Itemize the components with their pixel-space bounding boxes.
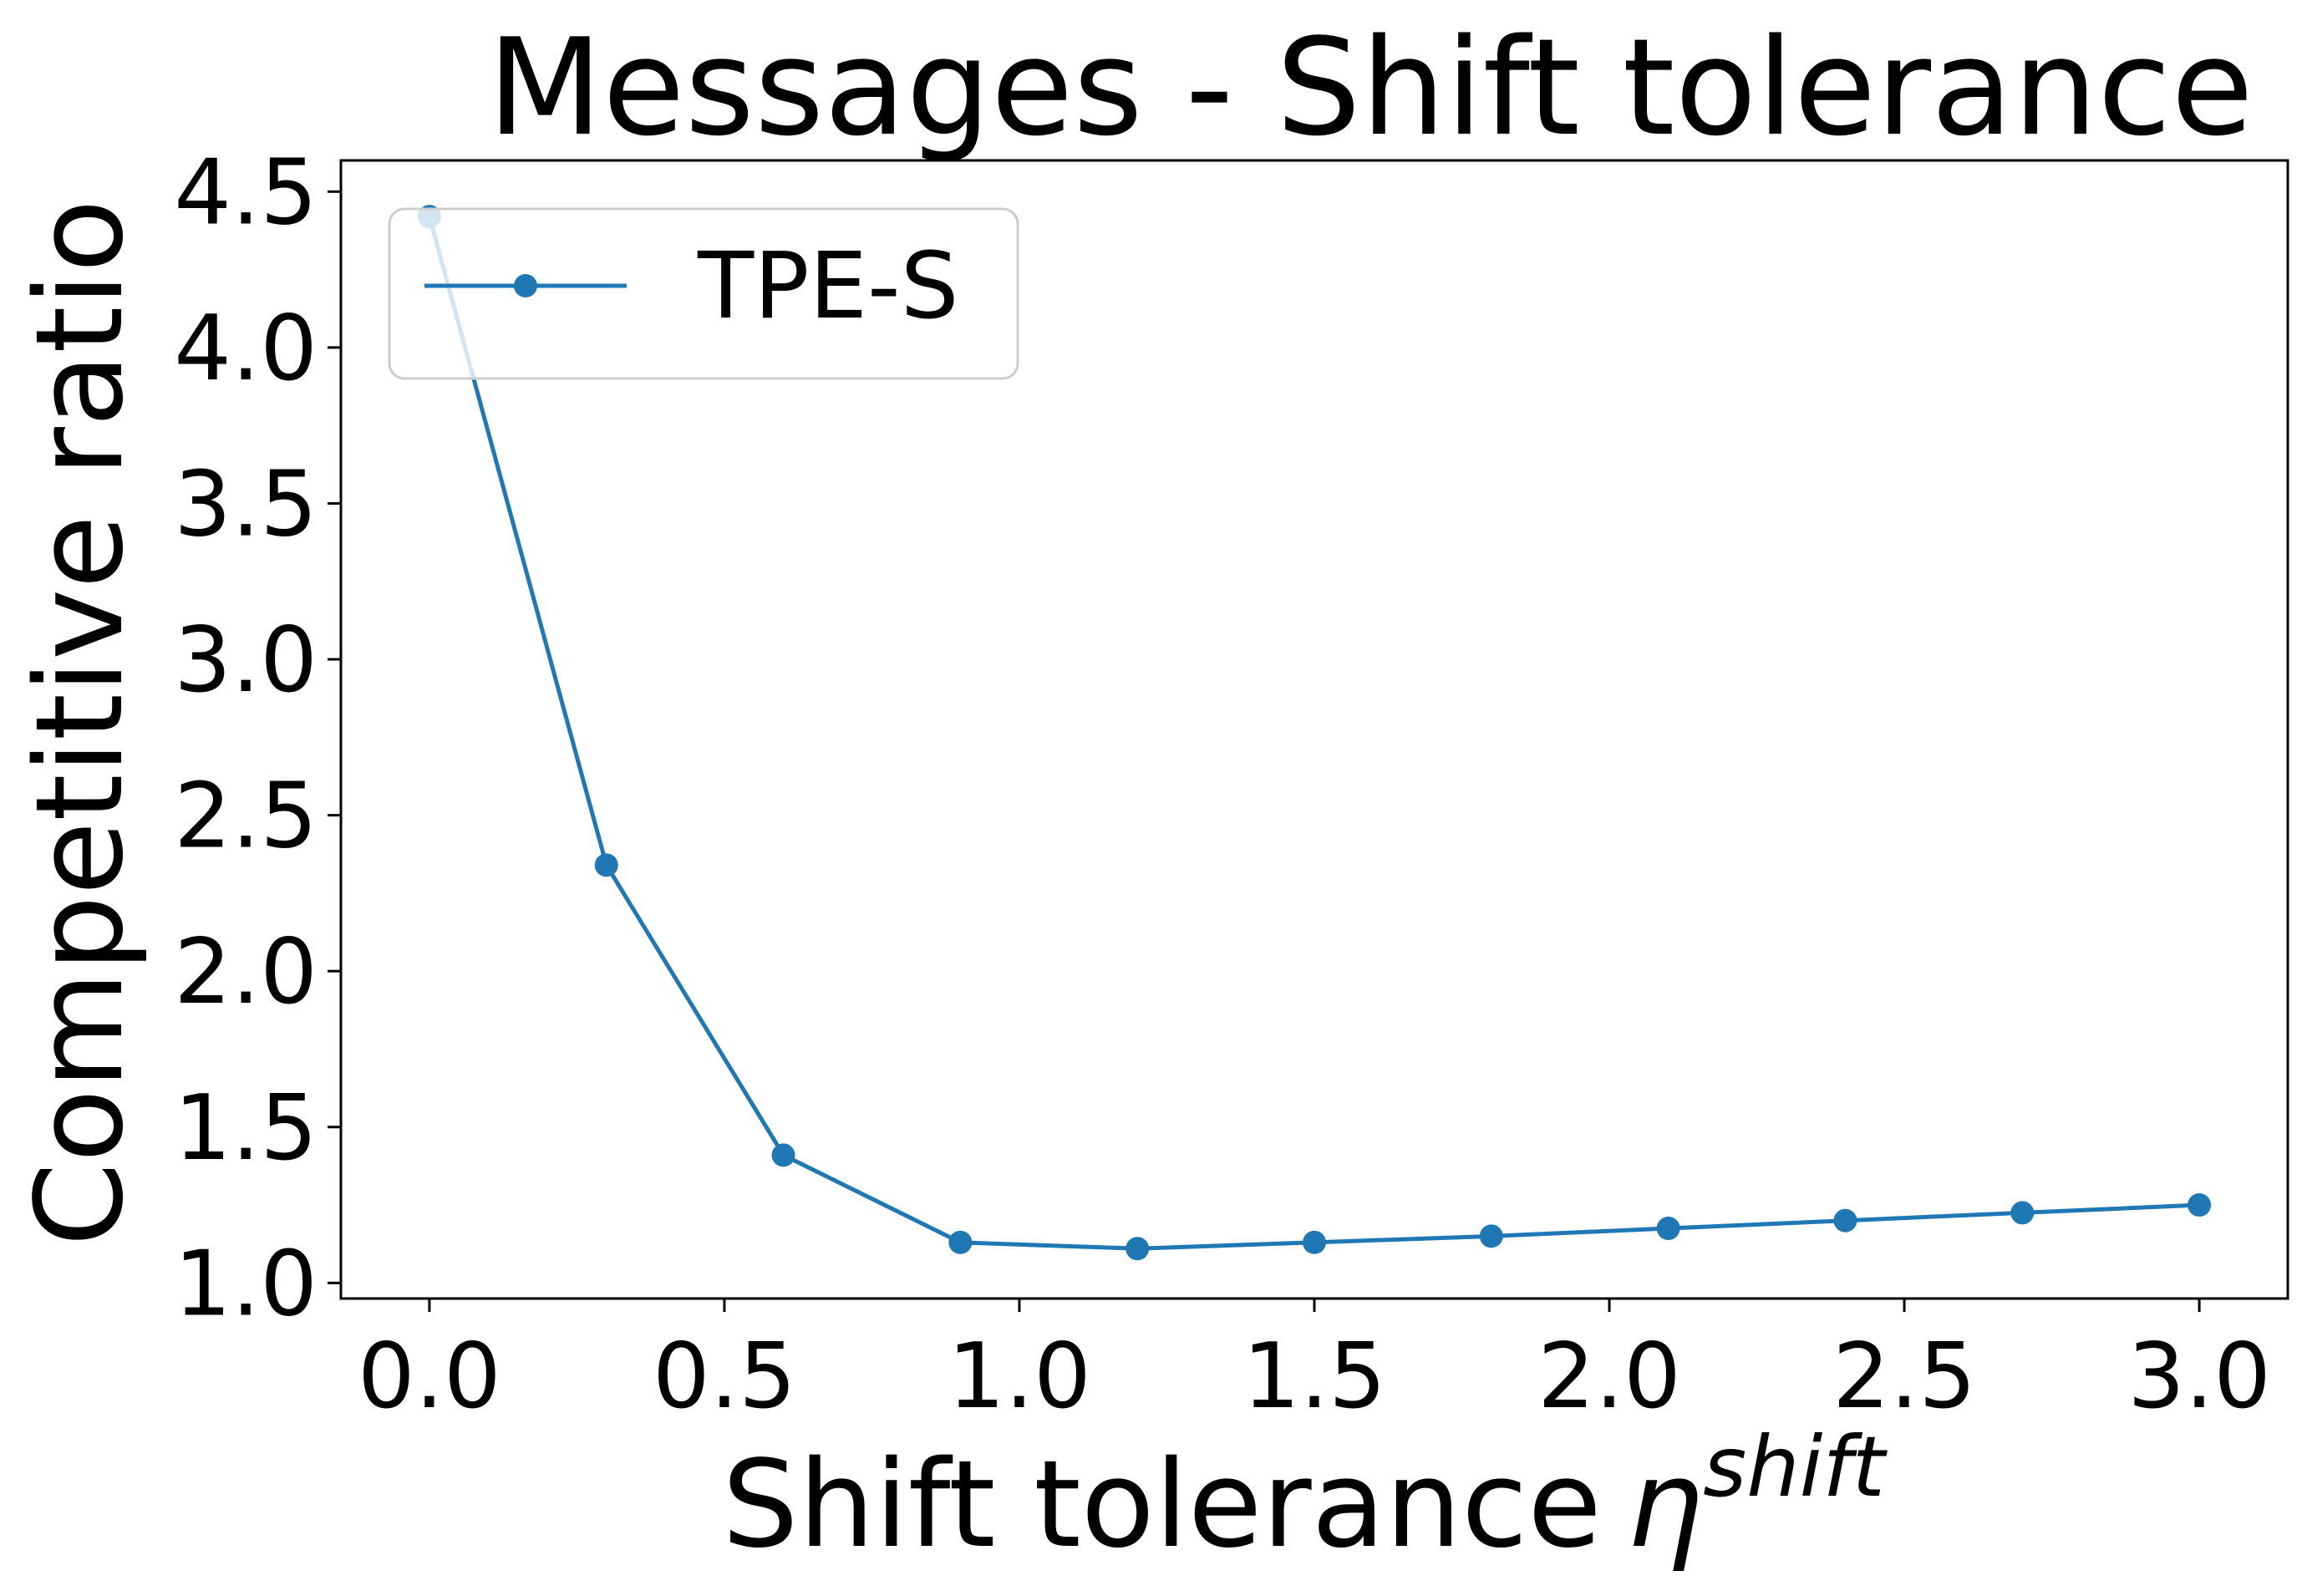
legend-marker-tpe-s <box>514 274 537 297</box>
y-tick-label-1: 1.5 <box>174 1076 318 1181</box>
y-tick-label-2: 2.0 <box>174 920 318 1024</box>
y-tick-label-5: 3.5 <box>174 452 318 557</box>
x-tick-label-0: 0.0 <box>358 1324 501 1429</box>
data-point-tpe-s-5 <box>1303 1230 1326 1254</box>
x-tick-label-5: 2.5 <box>1832 1324 1976 1429</box>
data-point-tpe-s-9 <box>2010 1201 2035 1225</box>
x-tick-label-1: 0.5 <box>653 1324 796 1429</box>
x-axis-label-superscript: shift <box>1703 1418 1888 1516</box>
x-axis-label-symbol: η <box>1627 1434 1703 1574</box>
y-axis-label: Competitive ratio <box>9 199 150 1246</box>
data-point-tpe-s-2 <box>771 1143 795 1167</box>
x-tick-label-2: 1.0 <box>948 1324 1091 1429</box>
y-tick-label-3: 2.5 <box>174 765 318 869</box>
legend-box <box>388 207 1019 380</box>
x-tick-label-4: 2.0 <box>1537 1324 1681 1429</box>
data-point-tpe-s-1 <box>594 853 618 877</box>
legend-label-tpe-s: TPE-S <box>697 232 959 339</box>
data-point-tpe-s-4 <box>1126 1237 1150 1261</box>
chart-title: Messages - Shift tolerance <box>487 9 2254 165</box>
x-tick-label-6: 3.0 <box>2127 1324 2271 1429</box>
data-point-tpe-s-10 <box>2188 1193 2212 1217</box>
data-point-tpe-s-3 <box>948 1230 973 1254</box>
x-tick-label-3: 1.5 <box>1242 1324 1386 1429</box>
x-axis-label: Shift tolerance ηshift <box>722 1418 1888 1574</box>
data-point-tpe-s-6 <box>1479 1224 1503 1248</box>
x-axis: 0.0 0.5 1.0 1.5 2.0 2.5 3.0 <box>358 1299 2271 1429</box>
legend: TPE-S <box>388 207 1019 380</box>
y-tick-label-0: 1.0 <box>174 1232 318 1336</box>
y-tick-label-4: 3.0 <box>174 608 318 713</box>
x-axis-label-text: Shift tolerance <box>722 1434 1602 1574</box>
y-tick-label-6: 4.0 <box>174 297 318 401</box>
y-tick-label-7: 4.5 <box>174 140 318 245</box>
data-point-tpe-s-8 <box>1833 1208 1857 1233</box>
y-axis: 1.0 1.5 2.0 2.5 3.0 3.5 4.0 4.5 <box>174 140 341 1336</box>
data-point-tpe-s-7 <box>1656 1217 1680 1241</box>
